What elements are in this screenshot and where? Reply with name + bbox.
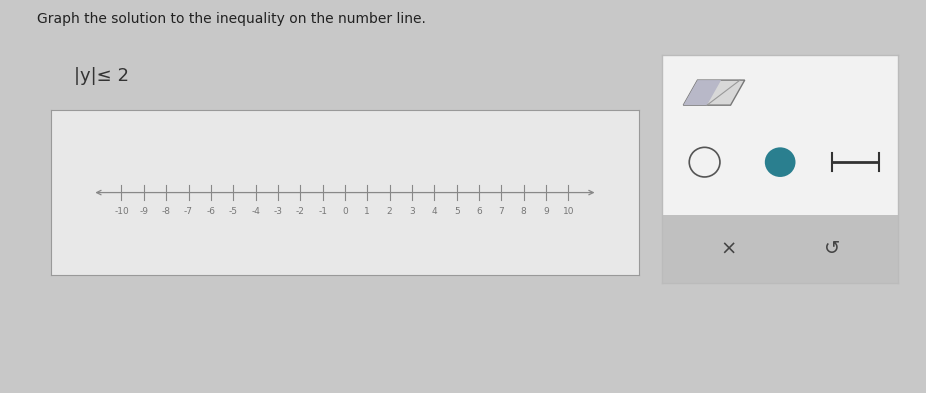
Text: 7: 7 [498, 208, 505, 217]
Text: -3: -3 [273, 208, 282, 217]
Text: ×: × [720, 239, 736, 258]
Polygon shape [683, 80, 745, 105]
Text: 4: 4 [432, 208, 437, 217]
Text: 10: 10 [563, 208, 574, 217]
Text: -1: -1 [319, 208, 327, 217]
Text: 2: 2 [387, 208, 393, 217]
Text: 1: 1 [365, 208, 370, 217]
Text: 6: 6 [476, 208, 482, 217]
Text: 8: 8 [520, 208, 527, 217]
Text: Graph the solution to the inequality on the number line.: Graph the solution to the inequality on … [37, 12, 426, 26]
Polygon shape [683, 80, 721, 105]
Text: |y|≤ 2: |y|≤ 2 [74, 67, 129, 85]
Text: -6: -6 [206, 208, 216, 217]
Text: -8: -8 [162, 208, 170, 217]
Text: ↺: ↺ [824, 239, 840, 258]
Text: -7: -7 [184, 208, 193, 217]
Text: 0: 0 [342, 208, 348, 217]
Text: -9: -9 [139, 208, 148, 217]
Bar [662, 215, 898, 283]
Text: -2: -2 [295, 208, 305, 217]
Text: -10: -10 [114, 208, 129, 217]
Circle shape [765, 147, 795, 177]
Text: 9: 9 [544, 208, 549, 217]
Text: -4: -4 [251, 208, 260, 217]
Text: 3: 3 [409, 208, 415, 217]
Text: -5: -5 [229, 208, 238, 217]
Text: 5: 5 [454, 208, 459, 217]
